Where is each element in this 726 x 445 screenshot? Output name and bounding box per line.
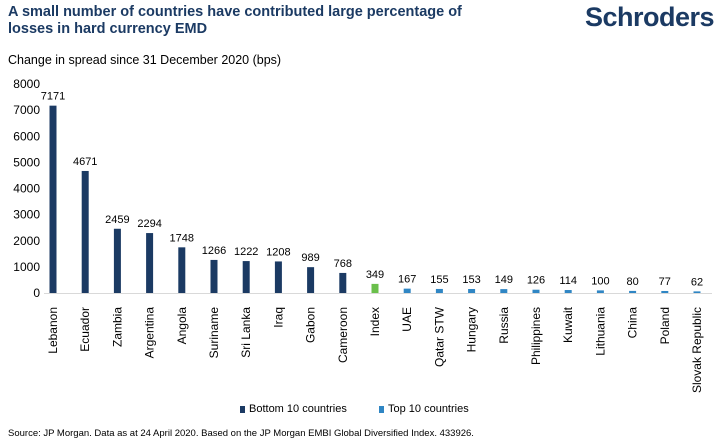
x-tick-label: Cameroon <box>336 307 350 363</box>
x-tick-label: Poland <box>658 307 672 344</box>
data-label: 149 <box>495 274 513 286</box>
bar-china <box>629 290 637 293</box>
bar-series <box>49 105 701 293</box>
y-tick-label: 7000 <box>13 103 40 117</box>
data-label: 4671 <box>73 156 97 168</box>
x-tick-label: Gabon <box>304 307 318 343</box>
y-tick-label: 5000 <box>13 155 40 169</box>
bar-suriname <box>210 259 218 293</box>
bar-russia <box>500 289 508 293</box>
data-label: 114 <box>559 275 577 287</box>
legend-item-bottom: Bottom 10 countries <box>240 403 347 415</box>
y-tick-label: 2000 <box>13 234 40 248</box>
schroders-logo: Schroders <box>584 2 715 32</box>
bar-lithuania <box>596 290 604 293</box>
x-tick-label: Sri Lanka <box>239 307 253 358</box>
x-tick-label: UAE <box>400 307 414 332</box>
x-tick-label: Ecuador <box>78 307 92 352</box>
category-labels: Lebanon Ecuador Zambia Argentina Angola Surin… <box>46 306 704 393</box>
bar-uae <box>403 288 411 293</box>
data-label: 100 <box>591 275 609 287</box>
bar-sri-lanka <box>242 261 250 293</box>
data-label: 1266 <box>202 245 226 257</box>
data-label: 80 <box>626 276 638 288</box>
source-note: Source: JP Morgan. Data as at 24 April 2… <box>8 428 474 439</box>
bar-lebanon <box>49 105 57 293</box>
y-tick-label: 0 <box>33 286 40 300</box>
bar-gabon <box>307 267 315 293</box>
chart-legend: Bottom 10 countries Top 10 countries <box>0 403 726 419</box>
data-label: 1222 <box>234 246 258 258</box>
data-label: 62 <box>691 276 703 288</box>
x-tick-label: Lithuania <box>593 307 607 356</box>
data-label: 2294 <box>137 218 161 230</box>
data-label: 1208 <box>266 246 290 258</box>
x-tick-label: Qatar STW <box>432 306 446 367</box>
bar-qatar-stw <box>435 288 443 293</box>
data-label: 167 <box>398 274 416 286</box>
x-tick-label: Index <box>368 307 382 336</box>
x-tick-label: Angola <box>175 307 189 345</box>
chart-subtitle: Change in spread since 31 December 2020 … <box>8 53 282 67</box>
data-label: 77 <box>659 276 671 288</box>
bar-index <box>371 283 379 293</box>
chart-title: A small number of countries have contrib… <box>8 4 462 37</box>
bar-zambia <box>113 228 121 293</box>
data-label: 989 <box>301 252 319 264</box>
legend-label-top: Top 10 countries <box>388 403 469 415</box>
x-tick-label: Slovak Republic <box>690 307 704 393</box>
x-tick-label: Philippines <box>529 307 543 365</box>
y-axis: 0 1000 2000 3000 4000 5000 6000 7000 8000 <box>13 77 40 300</box>
data-label: 126 <box>527 275 545 287</box>
data-label: 2459 <box>105 214 129 226</box>
bar-cameroon <box>339 272 347 293</box>
x-tick-label: Hungary <box>465 307 479 352</box>
y-tick-label: 3000 <box>13 208 40 222</box>
bar-kuwait <box>564 290 572 293</box>
data-labels: 7171 4671 2459 2294 1748 1266 1222 1208 989 768 34… <box>41 91 703 289</box>
x-tick-label: Russia <box>497 307 511 344</box>
x-tick-label: Zambia <box>110 307 124 347</box>
bar-argentina <box>146 233 154 293</box>
data-label: 768 <box>334 258 352 270</box>
y-tick-label: 4000 <box>13 182 40 196</box>
x-tick-label: Suriname <box>207 307 221 359</box>
bar-poland <box>661 290 669 293</box>
legend-label-bottom: Bottom 10 countries <box>249 403 347 415</box>
bar-angola <box>178 247 186 293</box>
bar-chart: 0 1000 2000 3000 4000 5000 6000 7000 8000 7171 46… <box>13 77 712 393</box>
data-label: 349 <box>366 269 384 281</box>
x-tick-label: Lebanon <box>46 307 60 354</box>
data-label: 1748 <box>170 232 194 244</box>
x-tick-label: Kuwait <box>561 306 575 343</box>
bar-slovak-republic <box>693 291 701 293</box>
y-tick-label: 1000 <box>13 260 40 274</box>
data-label: 7171 <box>41 91 65 103</box>
data-label: 155 <box>430 274 448 286</box>
bar-hungary <box>468 289 476 293</box>
bar-philippines <box>532 289 540 293</box>
legend-swatch-top <box>379 405 384 413</box>
y-tick-label: 6000 <box>13 129 40 143</box>
bar-ecuador <box>81 170 89 293</box>
x-tick-label: Iraq <box>271 307 285 328</box>
x-tick-label: Argentina <box>143 307 157 359</box>
y-tick-label: 8000 <box>13 77 40 91</box>
x-tick-label: China <box>626 307 640 339</box>
bar-iraq <box>274 261 282 293</box>
legend-item-top: Top 10 countries <box>379 403 469 415</box>
legend-swatch-bottom <box>240 405 245 413</box>
data-label: 153 <box>462 274 480 286</box>
